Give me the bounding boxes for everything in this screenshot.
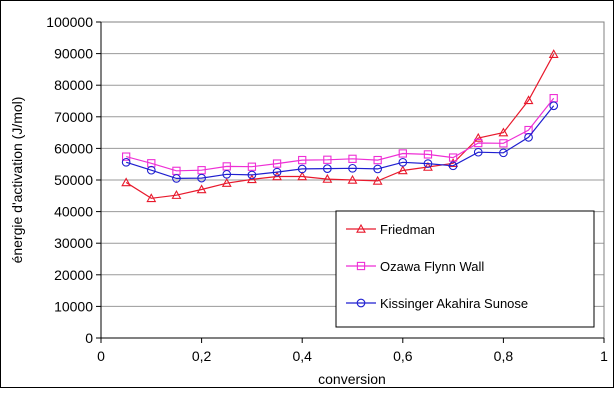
data-point-marker xyxy=(398,157,408,167)
legend-entries: Friedman Ozawa Flynn Wall Kissinger Akahir… xyxy=(346,222,528,311)
data-point-marker xyxy=(322,173,333,183)
data-point-marker xyxy=(222,169,232,179)
data-point-marker xyxy=(121,157,131,167)
data-point-marker xyxy=(272,171,282,181)
legend-box xyxy=(335,210,595,328)
y-tick-label: 40000 xyxy=(54,204,93,220)
data-point-marker xyxy=(297,171,308,181)
x-tick-label: 0 xyxy=(97,348,105,364)
data-point-marker xyxy=(348,154,357,163)
data-point-marker xyxy=(146,165,156,175)
data-point-marker xyxy=(347,174,358,184)
series-line xyxy=(125,53,555,199)
data-point-marker xyxy=(171,190,182,199)
legend-label: Kissinger Akahira Sunose xyxy=(380,296,528,311)
data-point-marker xyxy=(499,148,508,158)
data-point-marker xyxy=(523,95,534,105)
data-point-marker xyxy=(448,161,458,171)
data-point-marker xyxy=(498,127,509,137)
data-point-marker xyxy=(323,164,332,173)
series-line xyxy=(126,97,555,172)
data-point-marker xyxy=(372,175,383,185)
x-axis-title: conversion xyxy=(318,371,386,387)
data-point-marker xyxy=(348,163,357,173)
data-point-marker xyxy=(297,164,307,174)
series-friedman xyxy=(121,49,559,203)
data-point-marker xyxy=(272,159,282,168)
legend-label: Friedman xyxy=(380,222,435,237)
data-point-marker xyxy=(146,193,157,203)
y-tick-label: 30000 xyxy=(54,235,93,251)
data-point-marker xyxy=(397,165,408,175)
legend-label: Ozawa Flynn Wall xyxy=(380,259,484,274)
legend-swatch-marker xyxy=(356,298,366,308)
data-point-marker xyxy=(473,147,483,157)
data-point-marker xyxy=(423,150,433,159)
data-point-marker xyxy=(247,162,257,171)
axes: 0 10000 20000 30000 40000 50000 60000 70000 8000… xyxy=(46,14,608,364)
legend-swatch-marker xyxy=(356,261,366,271)
y-tick-label: 0 xyxy=(85,330,93,346)
series-kissinger-akahira-sunose xyxy=(121,101,559,183)
data-point-marker xyxy=(172,174,181,183)
data-point-marker xyxy=(323,155,332,164)
x-tick-label: 0,8 xyxy=(494,348,514,364)
data-point-marker xyxy=(448,153,458,162)
y-tick-label: 100000 xyxy=(46,14,93,30)
legend: Friedman Ozawa Flynn Wall Kissinger Akahir… xyxy=(335,210,595,328)
data-point-marker xyxy=(272,167,282,177)
data-point-marker xyxy=(121,177,132,187)
y-tick-label: 60000 xyxy=(54,140,93,156)
data-point-marker xyxy=(549,101,559,111)
data-point-marker xyxy=(373,164,383,174)
x-tick-label: 1 xyxy=(600,348,608,364)
y-axis-title: énergie d'activation (J/mol) xyxy=(9,97,25,264)
data-point-marker xyxy=(423,159,433,168)
data-point-marker xyxy=(298,155,307,165)
data-point-marker xyxy=(247,170,257,180)
data-point-marker xyxy=(246,174,257,184)
legend-swatch-marker xyxy=(356,223,366,233)
data-point-marker xyxy=(221,178,232,187)
y-tick-label: 70000 xyxy=(54,109,93,125)
data-point-marker xyxy=(499,139,508,148)
data-point-marker xyxy=(197,173,206,183)
y-tick-label: 20000 xyxy=(54,267,93,283)
x-tick-label: 0,2 xyxy=(192,348,212,364)
data-point-marker xyxy=(548,49,559,58)
data-point-marker xyxy=(196,184,207,194)
series-group xyxy=(121,49,559,203)
y-tick-label: 80000 xyxy=(54,77,93,93)
data-point-marker xyxy=(122,152,131,161)
y-tick-label: 10000 xyxy=(54,298,93,314)
y-tick-label: 50000 xyxy=(54,172,93,188)
data-point-marker xyxy=(473,132,484,142)
data-point-marker xyxy=(373,155,382,165)
legend-entry: Ozawa Flynn Wall xyxy=(346,259,484,274)
y-tick-label: 90000 xyxy=(54,46,93,62)
x-tick-label: 0,4 xyxy=(292,348,312,364)
legend-entry: Kissinger Akahira Sunose xyxy=(346,296,528,311)
legend-entry: Friedman xyxy=(346,222,435,237)
data-point-marker xyxy=(474,138,483,148)
data-point-marker xyxy=(398,149,407,158)
x-tick-label: 0,6 xyxy=(393,348,413,364)
data-point-marker xyxy=(524,132,533,142)
